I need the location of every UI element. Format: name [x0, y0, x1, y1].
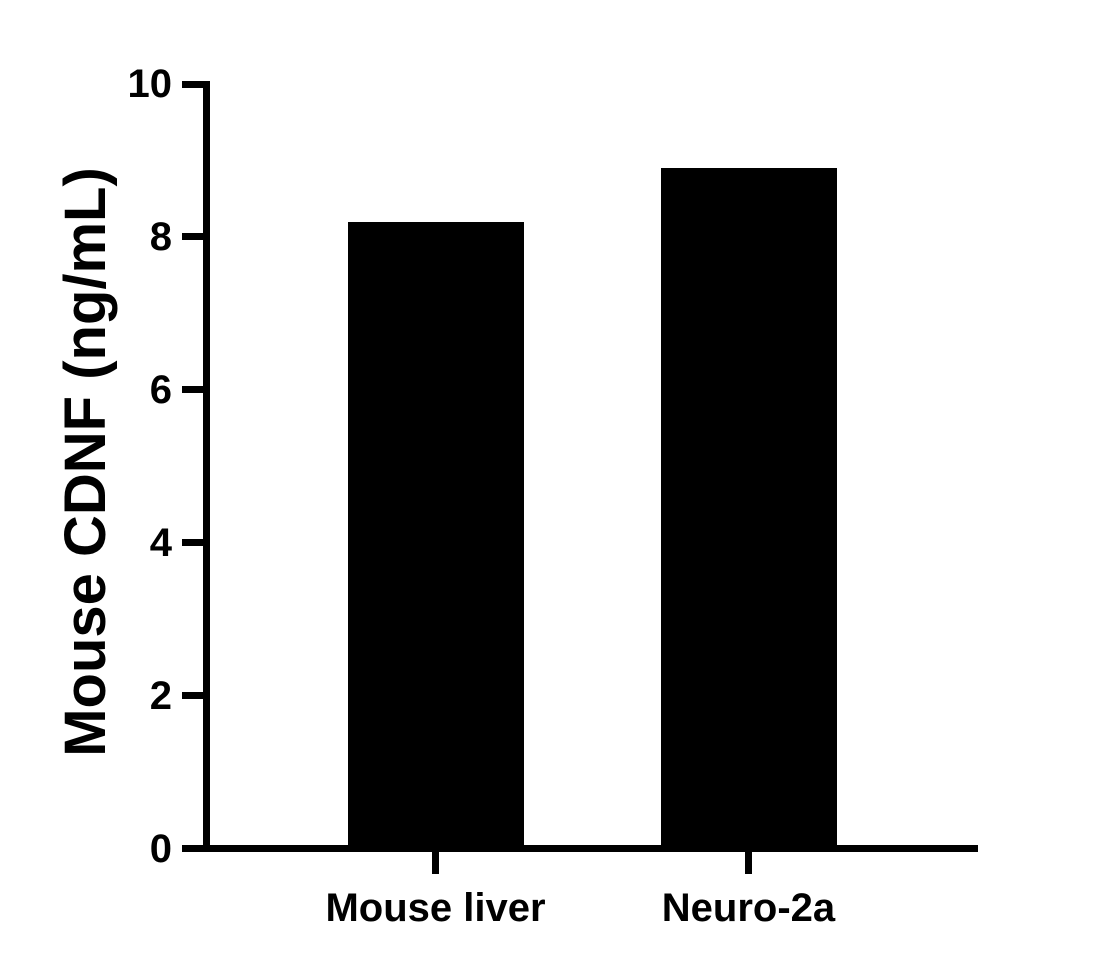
x-tick-label: Neuro-2a [661, 886, 836, 930]
y-tick [182, 845, 210, 852]
y-tick [182, 386, 210, 394]
x-tick [432, 852, 439, 874]
y-tick-label: 10 [127, 62, 173, 106]
y-tick [182, 539, 210, 547]
y-tick-label: 0 [149, 826, 172, 871]
y-tick-label: 8 [149, 214, 172, 259]
bar-mouse-liver [347, 221, 524, 845]
y-tick-label: 6 [149, 367, 172, 412]
y-tick [182, 692, 210, 700]
x-tick-label: Mouse liver [325, 886, 546, 930]
y-axis-line [203, 80, 210, 852]
x-axis-line [182, 845, 978, 852]
y-tick-label: 4 [149, 520, 172, 565]
y-tick [182, 233, 210, 241]
y-tick [182, 80, 210, 88]
bar-neuro-2a [660, 168, 837, 845]
x-tick [745, 852, 752, 874]
y-tick-label: 2 [149, 673, 172, 718]
